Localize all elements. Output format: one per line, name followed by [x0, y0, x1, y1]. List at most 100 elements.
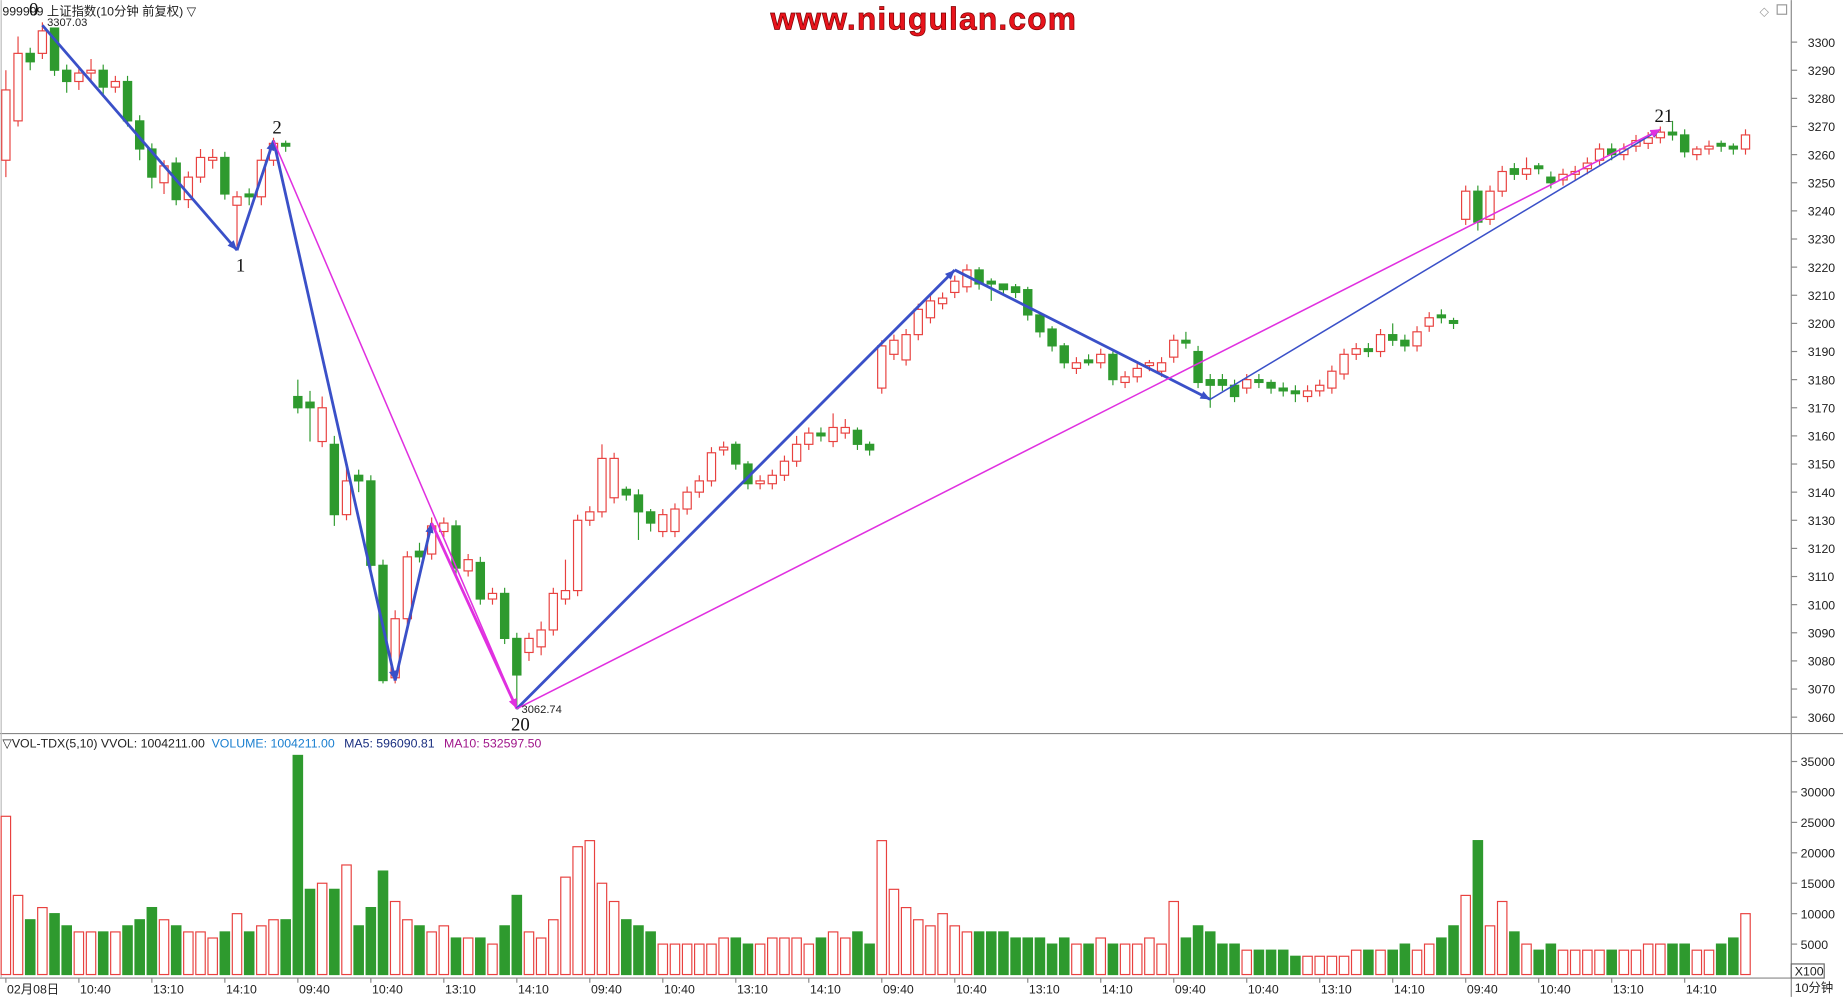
volume-bar [791, 937, 802, 976]
price-annotation: 3307.03 [47, 17, 87, 29]
candle-body [706, 452, 717, 482]
indicator-title: ▽VOL-TDX(5,10) VVOL: 1004211.00 [2, 737, 205, 751]
candle-body [62, 69, 72, 83]
volume-bar [1131, 943, 1143, 976]
candle-body [1704, 145, 1714, 150]
candle-body [1035, 314, 1045, 333]
x-tick-label: 14:10 [1686, 982, 1717, 996]
candle-body [220, 156, 230, 195]
candle-body [1363, 348, 1374, 353]
x-tick-label: 14:10 [226, 982, 257, 996]
volume-bar [912, 919, 924, 976]
volume-bar [596, 882, 608, 976]
y-tick-label: 20000 [1801, 847, 1835, 861]
volume-bar [1229, 943, 1240, 976]
volume-bar [1168, 900, 1180, 976]
candle-body [147, 148, 157, 178]
volume-bar [1630, 949, 1642, 976]
candle-body [1315, 384, 1325, 392]
candle-body [463, 559, 473, 572]
chart-title: 999999 上证指数(10分钟 前复权) ▽ [2, 3, 196, 18]
candle-body [244, 193, 254, 198]
volume-bar [694, 943, 705, 976]
volume-bar [475, 937, 486, 976]
wave-label: 21 [1654, 106, 1673, 127]
candle-body [1375, 334, 1386, 353]
volume-bar [1655, 943, 1666, 976]
candle-body [767, 474, 777, 485]
candle-body [889, 339, 899, 355]
volume-bar [645, 931, 656, 976]
volume-bar [1642, 943, 1654, 976]
volume-bar [1606, 949, 1617, 976]
volume-bar [365, 906, 377, 976]
volume-bar [158, 919, 170, 976]
volume-bar [1217, 943, 1228, 976]
x-tick-label: 09:40 [883, 982, 914, 996]
volume-bar [1034, 937, 1046, 976]
candle-body [1521, 168, 1532, 175]
volume-bar [146, 906, 158, 976]
y-tick-label: 5000 [1801, 938, 1829, 952]
y-tick-label: 3060 [1808, 711, 1836, 725]
volume-bar [231, 913, 243, 976]
candle-body [572, 519, 583, 592]
candle-body [1412, 331, 1422, 347]
wave-line [393, 522, 434, 681]
y-tick-label: 3290 [1808, 64, 1836, 78]
wave-line [41, 24, 239, 252]
wave-line [516, 128, 1661, 710]
candle-body [499, 592, 510, 639]
candle-body [1181, 339, 1191, 344]
candle-body [1424, 317, 1434, 327]
x-tick-label: 10:40 [1540, 982, 1571, 996]
volume-bar [1326, 955, 1338, 976]
candle-body [1497, 170, 1507, 192]
volume-bar [572, 846, 583, 976]
candle-body [645, 511, 656, 524]
candle-body [1156, 362, 1167, 372]
y-tick-label: 3180 [1808, 373, 1836, 387]
y-tick-label: 3220 [1808, 261, 1836, 275]
x-tick-label: 13:10 [445, 982, 476, 996]
volume-bar [414, 925, 425, 976]
window-icon[interactable]: ◇ [1760, 4, 1770, 18]
volume-bar [37, 906, 48, 976]
price-annotation: 3062.74 [522, 704, 562, 716]
volume-bar [219, 931, 231, 976]
volume-bar [1375, 949, 1386, 976]
candle-body [937, 297, 948, 305]
volume-bar [1265, 949, 1277, 976]
volume-bar [1156, 943, 1167, 976]
y-tick-label: 3070 [1808, 683, 1836, 697]
volume-bar [839, 937, 851, 976]
candle-body [694, 480, 704, 493]
x-tick-label: 10:40 [664, 982, 695, 996]
y-tick-label: 3270 [1808, 120, 1836, 134]
volume-bar [1484, 925, 1496, 976]
volume-bar [584, 840, 596, 976]
wave-label: 0 [29, 0, 38, 20]
volume-bar [864, 943, 875, 976]
volume-bar [1314, 955, 1326, 976]
candle-body [1144, 362, 1155, 367]
volume-bar [1350, 949, 1362, 976]
volume-bar [1241, 949, 1253, 976]
volume-bar [499, 925, 510, 976]
volume-bar [85, 931, 97, 976]
volume-bar [304, 888, 316, 976]
volume-bar [329, 888, 340, 976]
candle-body [1533, 165, 1544, 170]
wave-label: 2 [272, 118, 281, 139]
candle-body [864, 443, 875, 451]
x-tick-label: 14:10 [1102, 982, 1133, 996]
volume-bar [1533, 949, 1544, 976]
window-icon[interactable] [1776, 4, 1788, 15]
candle-body [1023, 289, 1033, 316]
candle-body [1679, 134, 1690, 153]
volume-bar [292, 754, 304, 976]
x-tick-label: 09:40 [1175, 982, 1206, 996]
candle-body [1302, 390, 1313, 398]
candle-body [621, 488, 632, 496]
